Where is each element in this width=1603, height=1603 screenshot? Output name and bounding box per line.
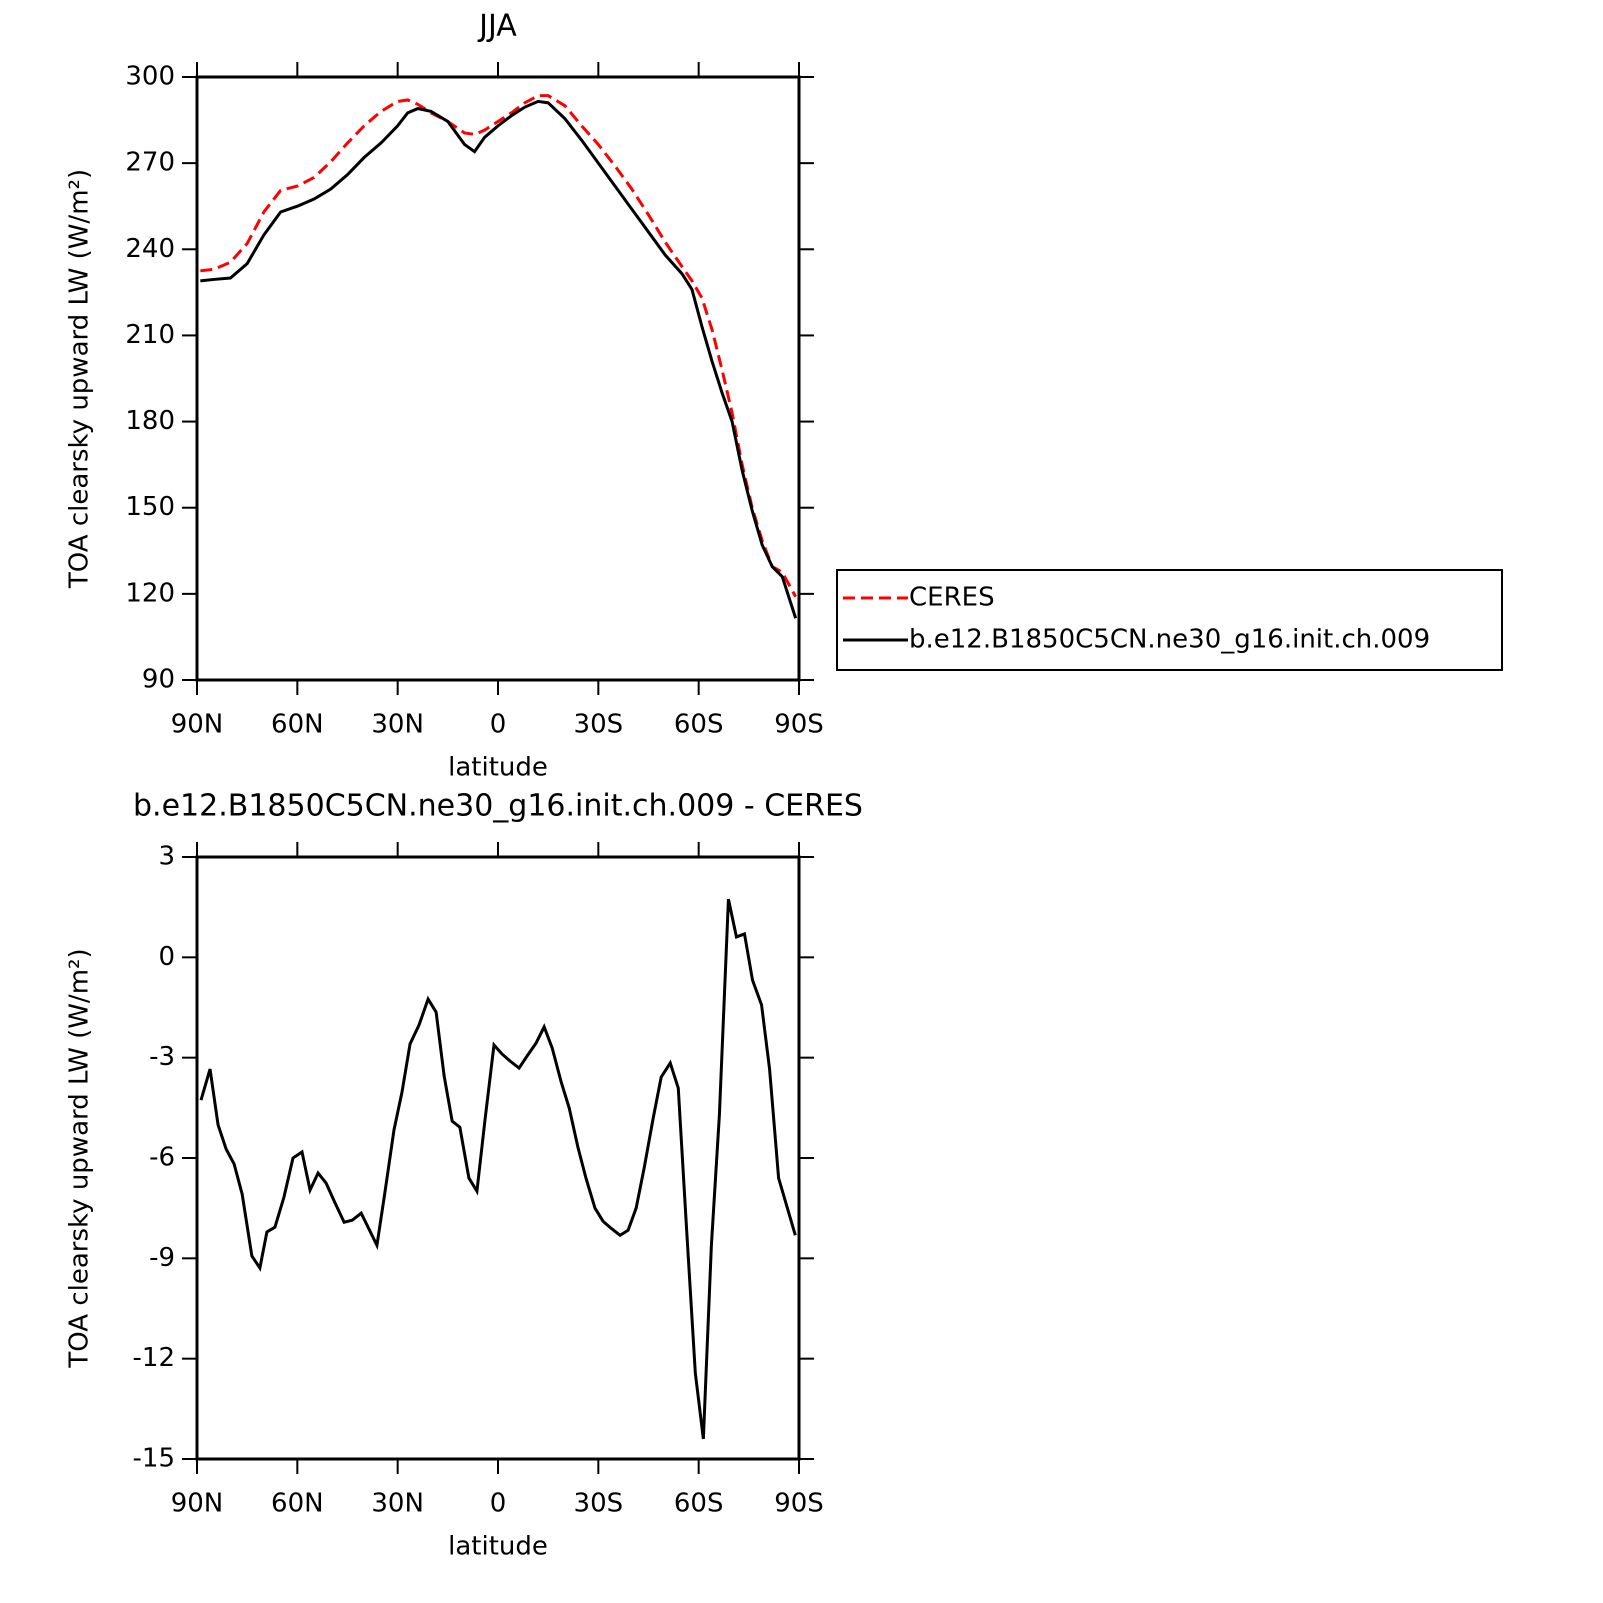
legend-label: CERES bbox=[909, 583, 995, 613]
x-tick-label: 60S bbox=[674, 710, 724, 740]
x-tick-label: 90N bbox=[171, 710, 224, 740]
x-tick-label: 30S bbox=[574, 1489, 624, 1519]
y-tick-label: 150 bbox=[125, 492, 175, 522]
chart-title: b.e12.B1850C5CN.ne30_g16.init.ch.009 - C… bbox=[133, 789, 863, 824]
x-tick-label: 30S bbox=[574, 710, 624, 740]
plot-frame bbox=[195, 75, 801, 682]
legend-label: b.e12.B1850C5CN.ne30_g16.init.ch.009 bbox=[909, 625, 1430, 655]
series-line bbox=[200, 99, 798, 619]
x-tick-label: 90S bbox=[774, 710, 824, 740]
y-tick-label: 300 bbox=[125, 62, 175, 92]
x-tick-label: 30N bbox=[371, 710, 424, 740]
x-tick-label: 60N bbox=[271, 710, 324, 740]
y-axis-label: TOA clearsky upward LW (W/m²) bbox=[65, 169, 95, 589]
x-tick-label: 0 bbox=[490, 1489, 507, 1519]
y-tick-label: 0 bbox=[158, 942, 175, 972]
y-axis-label: TOA clearsky upward LW (W/m²) bbox=[65, 948, 95, 1368]
y-tick-label: 180 bbox=[125, 406, 175, 436]
y-tick-label: 3 bbox=[158, 842, 175, 872]
y-tick-label: -9 bbox=[149, 1243, 175, 1273]
x-tick-label: 60N bbox=[271, 1489, 324, 1519]
legend-box bbox=[836, 569, 1503, 671]
x-tick-label: 90N bbox=[171, 1489, 224, 1519]
x-axis-label: latitude bbox=[448, 753, 548, 783]
x-tick-label: 60S bbox=[674, 1489, 724, 1519]
x-tick-label: 30N bbox=[371, 1489, 424, 1519]
x-tick-label: 90S bbox=[774, 1489, 824, 1519]
y-tick-label: 240 bbox=[125, 234, 175, 264]
y-tick-label: 270 bbox=[125, 148, 175, 178]
y-tick-label: -12 bbox=[133, 1343, 175, 1373]
y-tick-label: 90 bbox=[142, 665, 175, 695]
series-line bbox=[200, 94, 797, 598]
chart-title: JJA bbox=[477, 9, 517, 44]
y-tick-label: 210 bbox=[125, 320, 175, 350]
y-tick-label: -15 bbox=[133, 1444, 175, 1474]
x-tick-label: 0 bbox=[490, 710, 507, 740]
y-tick-label: 120 bbox=[125, 578, 175, 608]
series-line bbox=[199, 898, 797, 1440]
y-tick-label: -3 bbox=[149, 1042, 175, 1072]
x-axis-label: latitude bbox=[448, 1532, 548, 1562]
plot-frame bbox=[195, 855, 801, 1461]
y-tick-label: -6 bbox=[149, 1143, 175, 1173]
